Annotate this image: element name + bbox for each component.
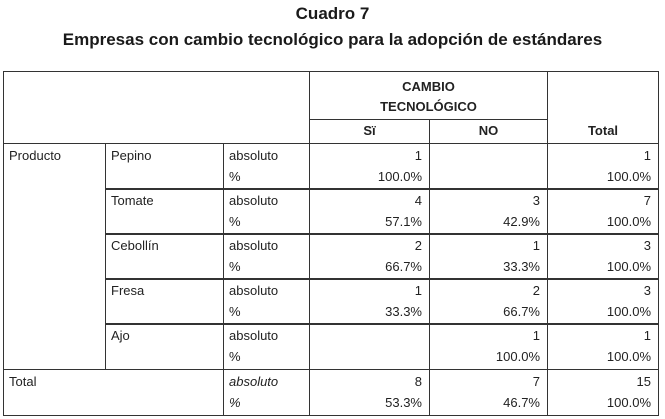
row-0-no-pct (430, 167, 540, 188)
row-2-tot-abs: 3 (643, 238, 651, 253)
row-0-no-cell (429, 143, 548, 190)
row-4-no-pct: 100.0% (495, 349, 540, 364)
total-tot-pct: 100.0% (606, 395, 651, 410)
row-0-total-cell: 1 100.0% (547, 143, 659, 190)
row-4-abs-label: absoluto (229, 328, 279, 343)
header-cambio-tecnologico: CAMBIO TECNOLÓGICO (309, 71, 548, 120)
row-3-product: Fresa (111, 283, 145, 298)
row-1-no-pct: 42.9% (503, 214, 540, 229)
row-3-tot-abs: 3 (643, 283, 651, 298)
total-no-abs: 7 (532, 374, 540, 389)
row-3-total-cell: 3 100.0% (547, 278, 659, 325)
row-2-total-cell: 3 100.0% (547, 233, 659, 280)
row-1-no-abs: 3 (532, 193, 540, 208)
row-2-si-abs: 2 (414, 238, 422, 253)
total-no-cell: 7 46.7% (429, 369, 548, 416)
row-0-product: Pepino (111, 148, 152, 163)
row-2-product: Cebollín (111, 238, 159, 253)
row-3-pct-label: % (229, 304, 241, 319)
row-2-no-cell: 1 33.3% (429, 233, 548, 280)
row-0-tot-pct: 100.0% (606, 169, 651, 184)
row-0-product-cell: Pepino (105, 143, 224, 190)
row-4-total-cell: 1 100.0% (547, 323, 659, 370)
total-pct-label: % (229, 395, 241, 410)
row-2-tot-pct: 100.0% (606, 259, 651, 274)
total-si-abs: 8 (414, 374, 422, 389)
table-subtitle: Empresas con cambio tecnológico para la … (62, 30, 603, 49)
row-1-total-cell: 7 100.0% (547, 188, 659, 235)
row-0-si-cell: 1 100.0% (309, 143, 430, 190)
row-2-no-pct: 33.3% (503, 259, 540, 274)
total-abs-label: absoluto (229, 374, 279, 389)
row-1-product: Tomate (111, 193, 154, 208)
row-1-si-cell: 4 57.1% (309, 188, 430, 235)
row-1-tot-abs: 7 (643, 193, 651, 208)
row-4-si-pct (310, 347, 422, 368)
total-row-units: absoluto % (223, 369, 310, 416)
row-0-si-abs: 1 (414, 148, 422, 163)
row-4-no-abs: 1 (532, 328, 540, 343)
row-1-pct-label: % (229, 214, 241, 229)
row-0-tot-abs: 1 (643, 148, 651, 163)
header-no: NO (429, 119, 548, 144)
row-4-pct-label: % (229, 349, 241, 364)
total-si-cell: 8 53.3% (309, 369, 430, 416)
row-3-units-cell: absoluto% (223, 278, 310, 325)
row-2-pct-label: % (229, 259, 241, 274)
row-0-pct-label: % (229, 169, 241, 184)
row-0-units-cell: absoluto% (223, 143, 310, 190)
row-3-no-cell: 2 66.7% (429, 278, 548, 325)
row-3-tot-pct: 100.0% (606, 304, 651, 319)
row-1-abs-label: absoluto (229, 193, 279, 208)
row-3-si-cell: 1 33.3% (309, 278, 430, 325)
row-3-no-abs: 2 (532, 283, 540, 298)
data-table: CAMBIO TECNOLÓGICO Sï NO Total Producto … (3, 71, 659, 416)
total-tot-abs: 15 (636, 374, 651, 389)
row-2-product-cell: Cebollín (105, 233, 224, 280)
row-4-product-cell: Ajo (105, 323, 224, 370)
row-2-si-pct: 66.7% (385, 259, 422, 274)
row-2-units-cell: absoluto% (223, 233, 310, 280)
total-row-label: Total (3, 369, 224, 416)
row-4-no-cell: 1 100.0% (429, 323, 548, 370)
total-no-pct: 46.7% (503, 395, 540, 410)
row-0-no-abs (430, 146, 540, 167)
row-1-no-cell: 3 42.9% (429, 188, 548, 235)
row-0-si-pct: 100.0% (377, 169, 422, 184)
header-total: Total (547, 71, 659, 144)
row-4-si-abs (310, 326, 422, 347)
header-empty-cell (3, 71, 310, 144)
row-2-no-abs: 1 (532, 238, 540, 253)
row-1-si-pct: 57.1% (385, 214, 422, 229)
row-1-tot-pct: 100.0% (606, 214, 651, 229)
row-2-abs-label: absoluto (229, 238, 279, 253)
row-2-si-cell: 2 66.7% (309, 233, 430, 280)
table-title: Cuadro 7 (295, 4, 370, 23)
row-3-abs-label: absoluto (229, 283, 279, 298)
row-4-tot-abs: 1 (643, 328, 651, 343)
row-1-product-cell: Tomate (105, 188, 224, 235)
header-si: Sï (309, 119, 430, 144)
row-4-tot-pct: 100.0% (606, 349, 651, 364)
row-3-si-pct: 33.3% (385, 304, 422, 319)
row-4-units-cell: absoluto% (223, 323, 310, 370)
row-3-product-cell: Fresa (105, 278, 224, 325)
total-si-pct: 53.3% (385, 395, 422, 410)
row-3-no-pct: 66.7% (503, 304, 540, 319)
row-1-units-cell: absoluto% (223, 188, 310, 235)
total-total-cell: 15 100.0% (547, 369, 659, 416)
row-4-product: Ajo (111, 328, 130, 343)
row-group-producto: Producto (3, 143, 106, 370)
row-1-si-abs: 4 (414, 193, 422, 208)
row-4-si-cell (309, 323, 430, 370)
row-0-abs-label: absoluto (229, 148, 279, 163)
row-3-si-abs: 1 (414, 283, 422, 298)
